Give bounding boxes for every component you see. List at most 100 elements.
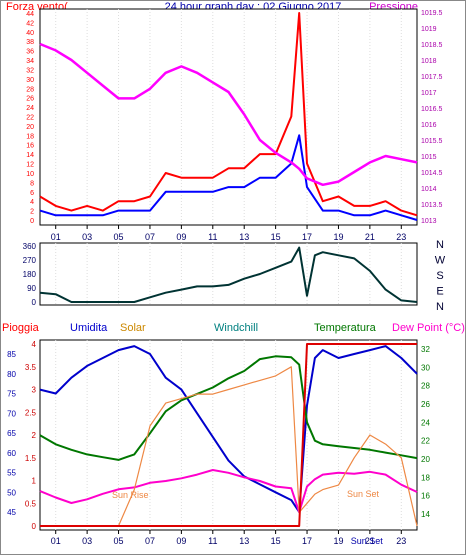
wind-tick-label: 40 [26,30,34,37]
legend-label: Temperatura [314,322,377,334]
bottom-plot-area [39,339,418,531]
x-tick-label: 07 [145,536,155,546]
pressure-tick-label: 1017.5 [421,74,443,81]
temperature-line [39,355,418,461]
direction-tick-label: 90 [27,284,36,293]
sunset-label: Sun Set [347,489,380,499]
x-tick-label: 05 [114,232,124,242]
pressure-tick-label: 1014 [421,186,437,193]
humidity-tick-label: 75 [7,390,16,399]
wind-tick-label: 22 [26,115,34,122]
temp-tick-label: 18 [421,473,430,482]
wind-tick-label: 6 [30,190,34,197]
wind-tick-label: 28 [26,86,34,93]
rain-tick-label: 1.5 [25,454,37,463]
rain-tick-label: 2 [32,431,37,440]
x-tick-label: 05 [114,536,124,546]
rain-tick-label: 0.5 [25,499,37,508]
x-tick-label: 09 [176,536,186,546]
pressure-tick-label: 1014.5 [421,170,443,177]
wind-tick-label: 14 [26,152,34,159]
x-tick-label: 03 [82,536,92,546]
wind-tick-label: 26 [26,96,34,103]
wind-tick-label: 30 [26,77,34,84]
wind-tick-label: 36 [26,49,34,56]
wind-tick-label: 38 [26,39,34,46]
rain-tick-label: 0 [32,522,37,531]
temp-tick-label: 26 [421,400,430,409]
x-tick-label: 13 [239,536,249,546]
pressure-tick-label: 1018 [421,58,437,65]
wind-tick-label: 2 [30,209,34,216]
x-tick-label: 07 [145,232,155,242]
pressure-tick-label: 1017 [421,90,437,97]
humidity-tick-label: 80 [7,370,16,379]
wind-tick-label: 18 [26,133,34,140]
legend-label: Dew Point (°C) [392,322,465,334]
humidity-tick-label: 60 [7,449,16,458]
pressure-tick-label: 1015.5 [421,138,443,145]
x-tick-label: 21 [365,536,375,546]
rain-tick-label: 3 [32,386,37,395]
legend-label: Solar [120,322,146,334]
dewpoint-line [39,469,418,514]
mid-plot-area [39,242,418,306]
wind-tick-label: 8 [30,180,34,187]
direction-tick-label: 180 [23,270,37,279]
humidity-tick-label: 50 [7,488,16,497]
compass-label: E [436,286,443,298]
rain-line [40,343,417,527]
wind-speed-line [39,134,418,221]
temp-tick-label: 20 [421,455,430,464]
humidity-tick-label: 55 [7,469,16,478]
wind-tick-label: 20 [26,124,34,131]
wind-tick-label: 16 [26,143,34,150]
pressure-tick-label: 1019 [421,26,437,33]
wind-tick-label: 44 [26,11,34,18]
compass-label: N [436,301,444,313]
x-tick-label: 13 [239,232,249,242]
direction-tick-label: 0 [32,298,37,307]
temp-tick-label: 14 [421,510,430,519]
wind-direction-line [39,246,418,303]
wind-tick-label: 4 [30,199,34,206]
pressure-tick-label: 1016 [421,122,437,129]
compass-label: W [435,255,446,267]
x-tick-label: 11 [208,536,217,546]
rain-tick-label: 3.5 [25,363,37,372]
top-plot-area [39,8,418,226]
x-tick-label: 19 [333,232,343,242]
wind-tick-label: 42 [26,20,34,27]
humidity-tick-label: 65 [7,429,16,438]
x-tick-label: 15 [271,536,281,546]
humidity-tick-label: 85 [7,350,16,359]
wind-pressure-chart: Forza vento( 24 hour graph day : 02 Giug… [6,1,443,226]
wind-tick-label: 24 [26,105,34,112]
rain-tick-label: 1 [32,477,37,486]
x-tick-label: 23 [396,232,406,242]
x-tick-label: 23 [396,536,406,546]
x-tick-label: 09 [176,232,186,242]
x-tick-label: 11 [208,232,217,242]
wind-tick-label: 32 [26,67,34,74]
rain-tick-label: 4 [32,340,37,349]
pressure-tick-label: 1019.5 [421,10,443,17]
compass-label: S [436,270,443,282]
wind-gust-line [39,12,418,217]
wind-tick-label: 10 [26,171,34,178]
pressure-tick-label: 1015 [421,154,437,161]
temp-tick-label: 28 [421,382,430,391]
wind-tick-label: 0 [30,218,34,225]
rain-tick-label: 2.5 [25,408,37,417]
compass-label: N [436,239,444,251]
direction-tick-label: 270 [23,256,37,265]
temp-tick-label: 30 [421,363,430,372]
humidity-tick-label: 45 [7,508,16,517]
x-tick-label: 17 [302,232,312,242]
pressure-tick-label: 1016.5 [421,106,443,113]
legend-label: Pioggia [2,322,40,334]
legend-label: Umidita [70,322,108,334]
x-tick-label: 17 [302,536,312,546]
